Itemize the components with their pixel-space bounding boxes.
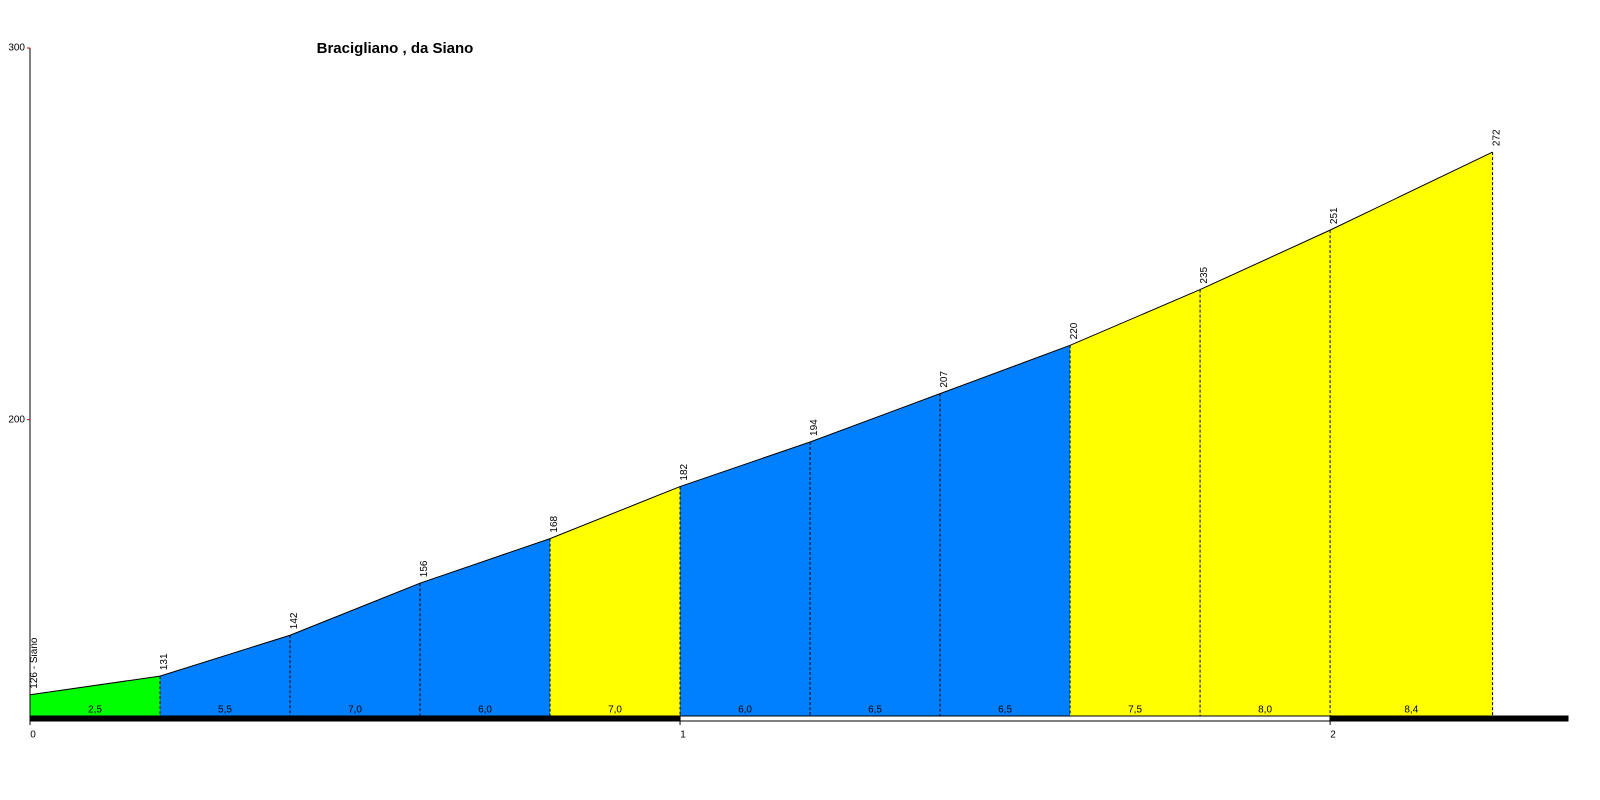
elevation-label: 207 xyxy=(939,371,950,388)
profile-line xyxy=(29,151,1493,696)
km-band xyxy=(1329,715,1569,722)
elevation-label: 251 xyxy=(1329,207,1340,224)
segment xyxy=(1330,152,1493,718)
segment xyxy=(940,345,1071,717)
gradient-label: 6,5 xyxy=(868,705,882,716)
segment xyxy=(680,441,811,717)
y-tick-label: 200 xyxy=(8,414,25,425)
elevation-label: 272 xyxy=(1492,129,1503,146)
segment xyxy=(1070,289,1201,717)
chart-title: Bracigliano , da Siano xyxy=(317,40,474,57)
segment xyxy=(160,635,291,717)
gradient-label: 7,0 xyxy=(348,705,362,716)
gradient-label: 8,4 xyxy=(1404,705,1418,716)
gradient-label: 8,0 xyxy=(1258,705,1272,716)
gradient-label: 6,5 xyxy=(998,705,1012,716)
x-tick-label: 2 xyxy=(1330,730,1336,741)
gradient-label: 5,5 xyxy=(218,705,232,716)
elevation-label: 142 xyxy=(289,612,300,629)
segment xyxy=(810,393,941,717)
segment xyxy=(420,538,551,717)
km-band xyxy=(679,715,1331,722)
x-tick-label: 1 xyxy=(680,730,686,741)
elevation-label: 131 xyxy=(159,653,170,670)
y-tick-label: 300 xyxy=(8,43,25,54)
gradient-label: 6,0 xyxy=(478,705,492,716)
elevation-label: 126 - Siano xyxy=(29,637,40,689)
segment xyxy=(30,676,161,717)
elevation-label: 194 xyxy=(809,419,820,436)
segment xyxy=(1200,230,1331,717)
gradient-label: 7,5 xyxy=(1128,705,1142,716)
elevation-label: 168 xyxy=(549,515,560,532)
x-tick-label: 0 xyxy=(30,730,36,741)
segment xyxy=(290,583,421,717)
gradient-label: 2,5 xyxy=(88,705,102,716)
elevation-label: 235 xyxy=(1199,266,1210,283)
gradient-label: 7,0 xyxy=(608,705,622,716)
elevation-label: 220 xyxy=(1069,322,1080,339)
segment xyxy=(550,486,681,717)
km-band xyxy=(29,715,681,722)
gradient-label: 6,0 xyxy=(738,705,752,716)
elevation-label: 156 xyxy=(419,560,430,577)
elevation-label: 182 xyxy=(679,463,690,480)
